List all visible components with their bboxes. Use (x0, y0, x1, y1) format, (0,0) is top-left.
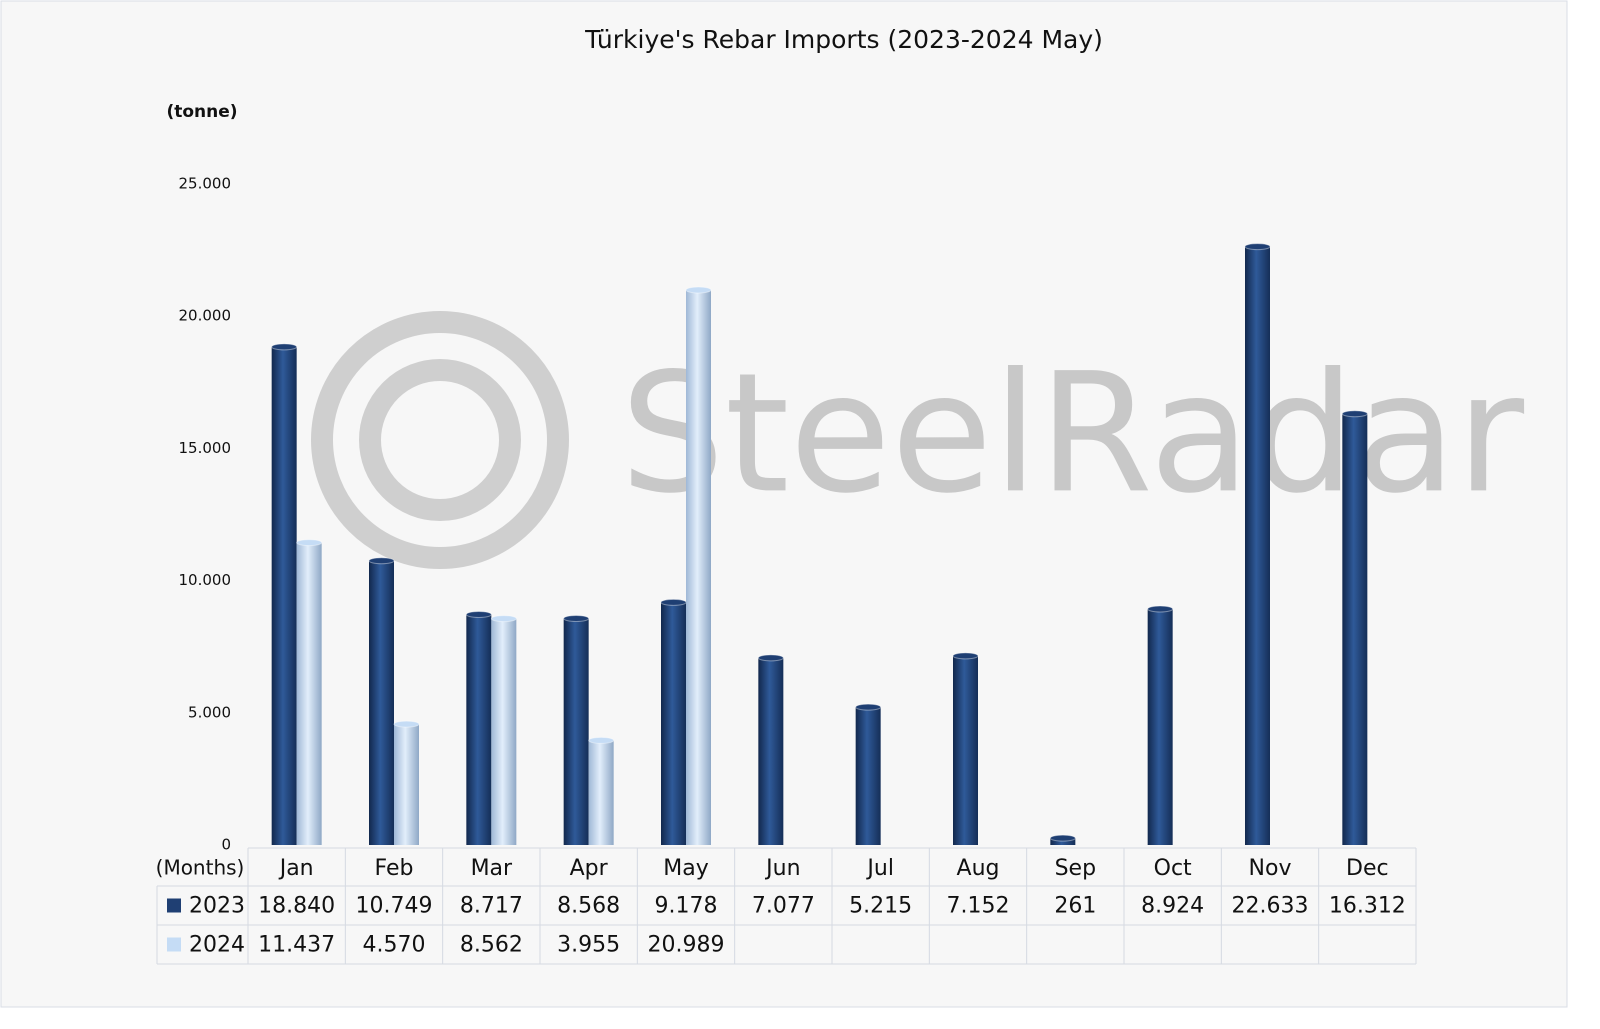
bar (296, 542, 322, 845)
bar-cap (296, 539, 323, 547)
x-tick-label: Jan (278, 856, 314, 881)
bar (394, 724, 419, 845)
x-tick-label: Feb (375, 856, 414, 881)
bar (588, 740, 614, 845)
table-value: 22.633 (1232, 894, 1309, 919)
bar (1050, 838, 1076, 845)
table-value: 7.152 (947, 894, 1010, 919)
bar (855, 707, 881, 845)
bar (491, 618, 517, 845)
table-value: 9.178 (655, 894, 718, 919)
table-value: 7.077 (752, 894, 815, 919)
table-value: 8.562 (460, 933, 523, 958)
bar-cap (563, 614, 590, 622)
bar-cap (393, 720, 420, 728)
bar (661, 602, 686, 845)
bar-cap (1049, 834, 1076, 842)
chart-title: Türkiye's Rebar Imports (2023-2024 May) (584, 25, 1103, 54)
bar-cap (490, 615, 517, 623)
bar (1342, 413, 1368, 845)
bar-cap (1147, 605, 1174, 613)
bar (369, 560, 394, 845)
x-axis-label: (Months) (156, 856, 245, 880)
x-tick-label: Jul (865, 856, 894, 881)
bar-cap (855, 703, 882, 711)
x-tick-label: Nov (1249, 856, 1292, 881)
table-value: 11.437 (258, 933, 335, 958)
bar-cap (757, 654, 784, 662)
bar-cap (685, 286, 712, 294)
table-value: 10.749 (356, 894, 433, 919)
x-tick-label: Jun (764, 856, 800, 881)
table-value: 20.989 (648, 933, 725, 958)
table-value: 18.840 (258, 894, 335, 919)
bar-cap (368, 557, 395, 565)
bar-cap (271, 343, 298, 351)
bar (1147, 609, 1173, 845)
legend-swatch (167, 898, 181, 913)
watermark-logo (311, 311, 569, 569)
y-tick-label: 5.000 (188, 703, 231, 721)
bar (1245, 246, 1270, 845)
x-tick-label: Aug (957, 856, 1000, 881)
x-tick-label: Apr (570, 856, 609, 881)
bar (466, 614, 492, 845)
y-tick-label: 15.000 (179, 439, 232, 457)
watermark: SteelRadar (620, 337, 1524, 529)
legend-label: 2023 (189, 894, 245, 919)
bar-cap (660, 598, 687, 606)
bar (563, 618, 589, 845)
x-tick-label: Mar (471, 856, 513, 881)
y-tick-label: 25.000 (179, 175, 232, 193)
bar-cap (588, 736, 615, 744)
bar (953, 655, 978, 845)
table-value: 261 (1054, 894, 1096, 919)
x-tick-label: Sep (1055, 856, 1096, 881)
table-value: 4.570 (363, 933, 426, 958)
legend-label: 2024 (189, 933, 245, 958)
x-tick-label: Oct (1154, 856, 1192, 881)
y-tick-label: 10.000 (179, 571, 232, 589)
y-tick-label: 20.000 (179, 307, 232, 325)
table-value: 8.924 (1141, 894, 1204, 919)
y-axis-label: (tonne) (166, 102, 237, 122)
table-value: 8.568 (557, 894, 620, 919)
bar-cap (1341, 410, 1368, 418)
background (0, 0, 1568, 1008)
table-value: 5.215 (849, 894, 912, 919)
legend-swatch (167, 937, 181, 952)
bar (686, 290, 711, 845)
table-value: 16.312 (1329, 894, 1406, 919)
x-tick-label: Dec (1346, 856, 1389, 881)
bar (758, 657, 784, 845)
y-tick-label: 0 (221, 836, 231, 854)
table-value: 3.955 (557, 933, 620, 958)
bar-cap (952, 652, 979, 660)
x-tick-label: May (663, 856, 708, 881)
bar-cap (1244, 243, 1271, 251)
table-value: 8.717 (460, 894, 523, 919)
bar-cap (465, 611, 492, 619)
bar (271, 346, 297, 845)
